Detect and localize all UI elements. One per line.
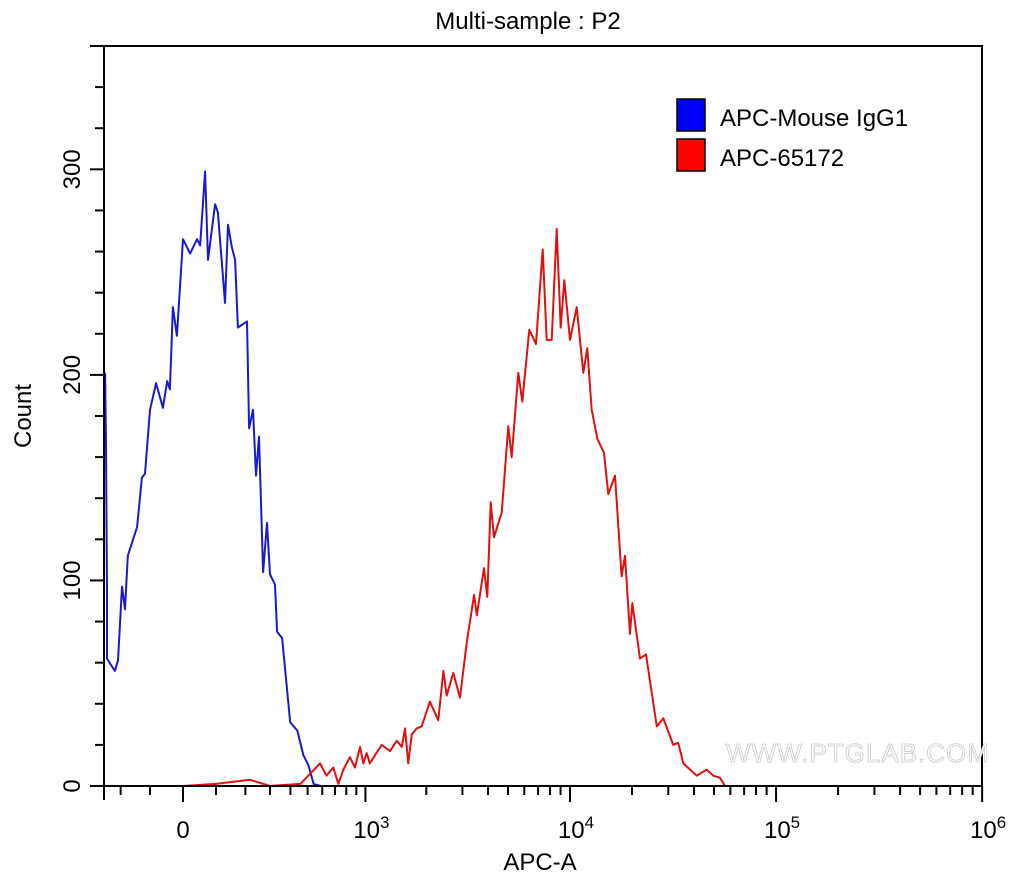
x-axis-label: APC-A [503, 849, 576, 876]
series-line-0 [104, 170, 321, 787]
legend: APC-Mouse IgG1 APC-65172 [676, 98, 908, 172]
series-layer [104, 170, 726, 787]
y-tick-label: 300 [59, 149, 86, 189]
x-tick-exponent: 3 [380, 813, 389, 832]
watermark: WWW.PTGLAB.COM [726, 738, 990, 768]
legend-label: APC-Mouse IgG1 [720, 105, 908, 132]
x-tick-exponent: 4 [585, 813, 594, 832]
x-tick-base: 10 [558, 817, 585, 844]
legend-item-sample: APC-65172 [676, 138, 844, 172]
x-tick-label: 105 [764, 813, 800, 844]
x-tick-label: 0 [176, 817, 189, 844]
y-axis-label: Count [10, 384, 37, 448]
y-tick-label: 0 [59, 779, 86, 792]
legend-swatch-red [676, 138, 706, 172]
y-tick-labels: 0 100 200 300 [59, 149, 86, 792]
legend-item-isotype: APC-Mouse IgG1 [676, 98, 908, 132]
x-tick-label: 106 [970, 813, 1006, 844]
x-tick-exponent: 5 [791, 813, 800, 832]
x-tick-labels: 0 103 104 105 106 [176, 813, 1006, 844]
x-tick-label: 103 [353, 813, 389, 844]
legend-label: APC-65172 [720, 145, 844, 172]
series-line-1 [182, 227, 726, 787]
axes-layer [90, 45, 984, 802]
x-tick-base: 10 [764, 817, 791, 844]
legend-swatch-blue [676, 98, 706, 132]
x-tick-base: 10 [970, 817, 997, 844]
x-tick-label: 104 [558, 813, 594, 844]
x-tick-base: 10 [353, 817, 380, 844]
x-tick-exponent: 6 [997, 813, 1006, 832]
plot-frame [103, 45, 983, 787]
y-tick-label: 200 [59, 355, 86, 395]
x-tick-base: 0 [176, 817, 189, 844]
y-tick-label: 100 [59, 560, 86, 600]
chart-title: Multi-sample : P2 [435, 8, 620, 35]
